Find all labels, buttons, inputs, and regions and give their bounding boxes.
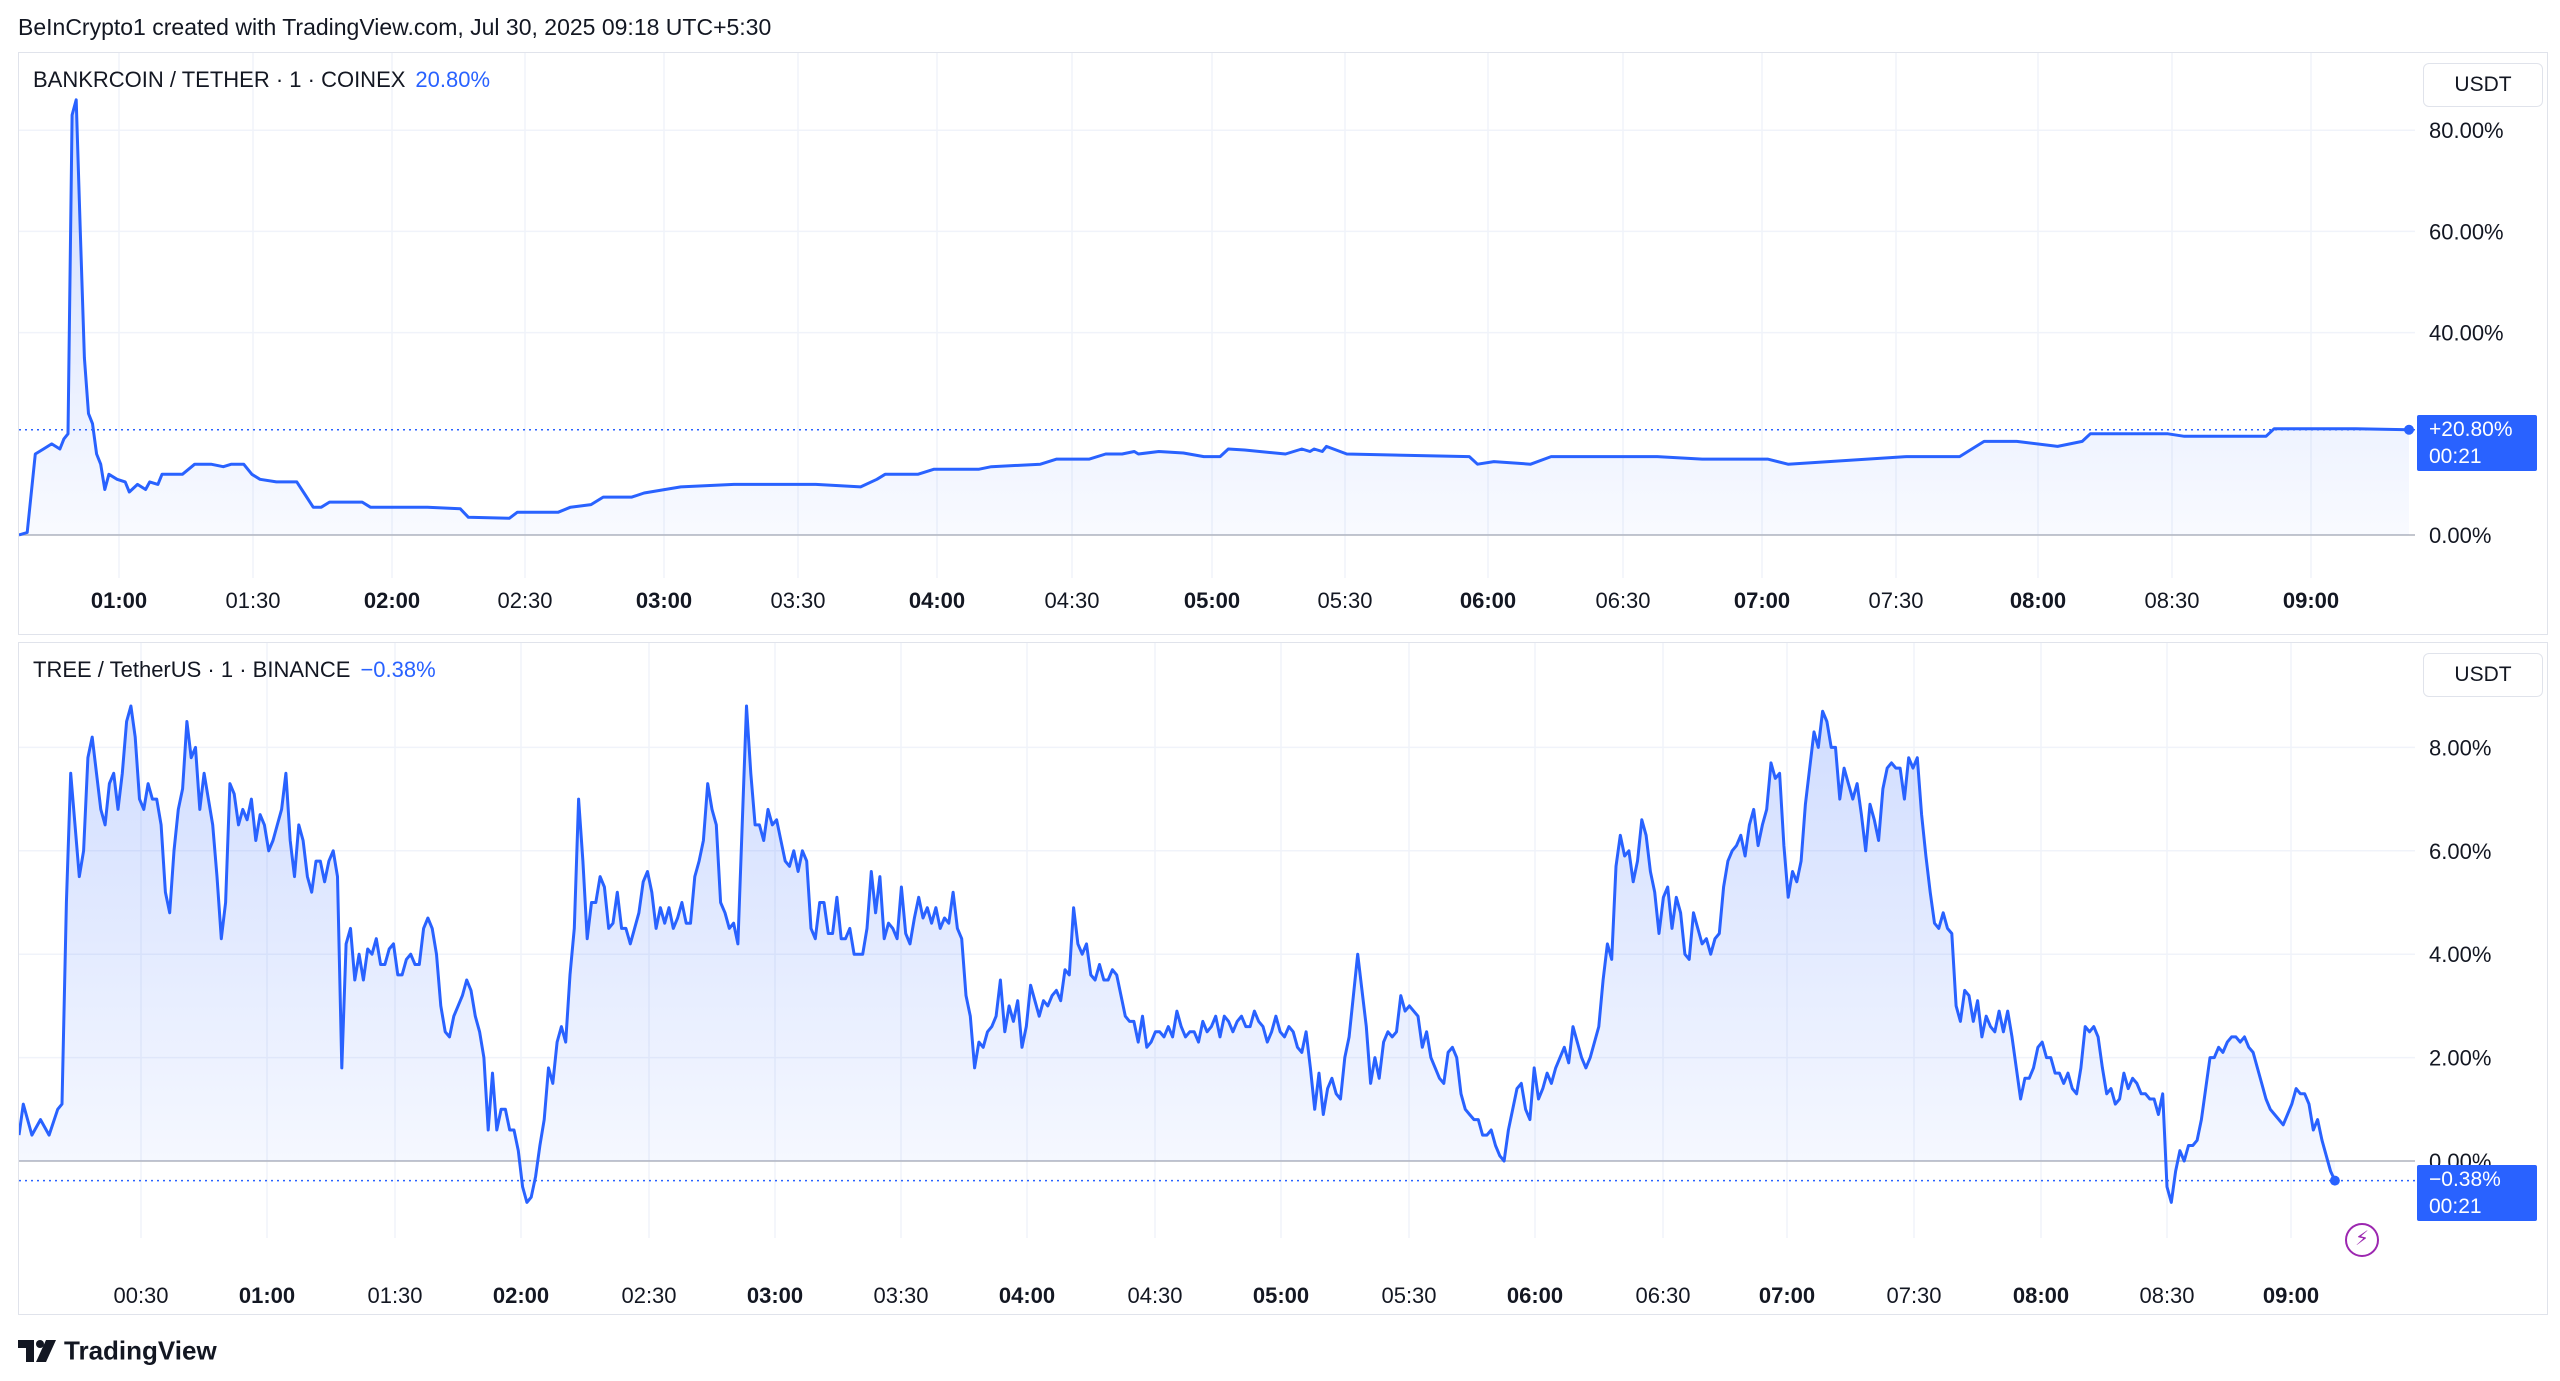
series-line[interactable] <box>19 704 2337 1204</box>
last-point-marker <box>2329 1175 2340 1186</box>
chart-attribution: BeInCrypto1 created with TradingView.com… <box>18 14 772 40</box>
x-axis-tick-label: 03:00 <box>636 588 692 613</box>
pane-legend: BANKRCOIN / TETHER · 1 · COINEX 20.80% <box>33 67 490 93</box>
tree-chart-svg[interactable]: 8.00%6.00%4.00%2.00%0.00%00:30 01:00 01:30… <box>19 643 2549 1316</box>
x-axis-tick-label: 06:30 <box>1595 588 1650 613</box>
x-axis-tick-label: 02:00 <box>493 1283 549 1308</box>
x-axis-tick-label: 01:00 <box>91 588 147 613</box>
x-axis-tick-label: 00:30 <box>113 1283 168 1308</box>
symbol-label: TREE / TetherUS · 1 · BINANCE <box>33 657 351 682</box>
y-axis-tick-label: 40.00% <box>2429 321 2504 346</box>
last-price-value: +20.80% <box>2429 418 2513 441</box>
series-area-fill <box>19 99 2409 536</box>
footer-brand: TradingView <box>64 1335 217 1366</box>
tradingview-logo-icon <box>18 1340 56 1363</box>
x-axis-tick-label: 04:00 <box>909 588 965 613</box>
x-axis-tick-label: 06:00 <box>1507 1283 1563 1308</box>
x-axis-tick-label: 05:00 <box>1184 588 1240 613</box>
y-axis-tick-label: 4.00% <box>2429 942 2491 967</box>
x-axis-tick-label: 07:00 <box>1759 1283 1815 1308</box>
y-axis-tick-label: 2.00% <box>2429 1046 2491 1071</box>
x-axis-tick-label: 02:30 <box>621 1283 676 1308</box>
currency-unit-button[interactable]: USDT <box>2423 653 2543 697</box>
tradingview-footer[interactable]: TradingView <box>18 1334 217 1367</box>
x-axis-tick-label: 06:00 <box>1460 588 1516 613</box>
x-axis-tick-label: 06:30 <box>1635 1283 1690 1308</box>
x-axis-tick-label: 08:30 <box>2139 1283 2194 1308</box>
series-line[interactable] <box>19 98 2410 537</box>
change-label: 20.80% <box>415 67 491 92</box>
y-axis-tick-label: 80.00% <box>2429 118 2504 143</box>
y-axis-tick-label: 60.00% <box>2429 219 2504 244</box>
x-axis-tick-label: 09:00 <box>2263 1283 2319 1308</box>
last-price-tag: −0.38% 00:21 <box>2417 1165 2537 1221</box>
bankrcoin-chart-svg[interactable]: 80.00% 60.00% 40.00% 0.00% 01:00 01:30 02:00 02… <box>19 53 2549 636</box>
y-axis-tick-label: 0.00% <box>2429 523 2491 548</box>
x-axis-tick-label: 09:00 <box>2283 588 2339 613</box>
lightning-icon[interactable]: ⚡ <box>2345 1223 2379 1257</box>
x-axis-tick-label: 07:30 <box>1886 1283 1941 1308</box>
x-axis-tick-label: 04:00 <box>999 1283 1055 1308</box>
last-price-tag: +20.80% 00:21 <box>2417 415 2537 471</box>
tree-chart-pane[interactable]: 8.00% 6.00% 4.00% 2.00% 0.00% 00:30 01:00 01:30… <box>18 642 2548 1315</box>
symbol-label: BANKRCOIN / TETHER · 1 · COINEX <box>33 67 406 92</box>
currency-unit-button[interactable]: USDT <box>2423 63 2543 107</box>
x-axis-tick-label: 01:30 <box>367 1283 422 1308</box>
x-axis-tick-label: 08:30 <box>2144 588 2199 613</box>
x-axis-tick-label: 04:30 <box>1044 588 1099 613</box>
x-axis-tick-label: 07:30 <box>1868 588 1923 613</box>
y-axis-tick-label: 6.00% <box>2429 839 2491 864</box>
pane-legend: TREE / TetherUS · 1 · BINANCE −0.38% <box>33 657 436 683</box>
x-axis-tick-label: 01:30 <box>225 588 280 613</box>
x-axis-tick-label: 05:30 <box>1317 588 1372 613</box>
y-axis-tick-label: 8.00% <box>2429 735 2491 760</box>
x-axis-tick-label: 05:00 <box>1253 1283 1309 1308</box>
x-axis-tick-label: 08:00 <box>2013 1283 2069 1308</box>
x-axis-tick-label: 03:00 <box>747 1283 803 1308</box>
x-axis-tick-label: 02:30 <box>497 588 552 613</box>
x-axis-tick-label: 01:00 <box>239 1283 295 1308</box>
x-axis-tick-label: 05:30 <box>1381 1283 1436 1308</box>
x-axis-tick-label: 03:30 <box>770 588 825 613</box>
x-axis-tick-label: 08:00 <box>2010 588 2066 613</box>
change-label: −0.38% <box>360 657 436 682</box>
x-axis-tick-label: 02:00 <box>364 588 420 613</box>
bar-countdown: 00:21 <box>2429 1195 2482 1218</box>
last-point-marker <box>2404 424 2414 435</box>
bar-countdown: 00:21 <box>2429 445 2482 468</box>
last-price-value: −0.38% <box>2429 1168 2501 1191</box>
bankrcoin-chart-pane[interactable]: 80.00% 60.00% 40.00% 0.00% 01:00 01:30 02:00 02… <box>18 52 2548 635</box>
x-axis-tick-label: 03:30 <box>873 1283 928 1308</box>
x-axis-tick-label: 04:30 <box>1127 1283 1182 1308</box>
x-axis-tick-label: 07:00 <box>1734 588 1790 613</box>
